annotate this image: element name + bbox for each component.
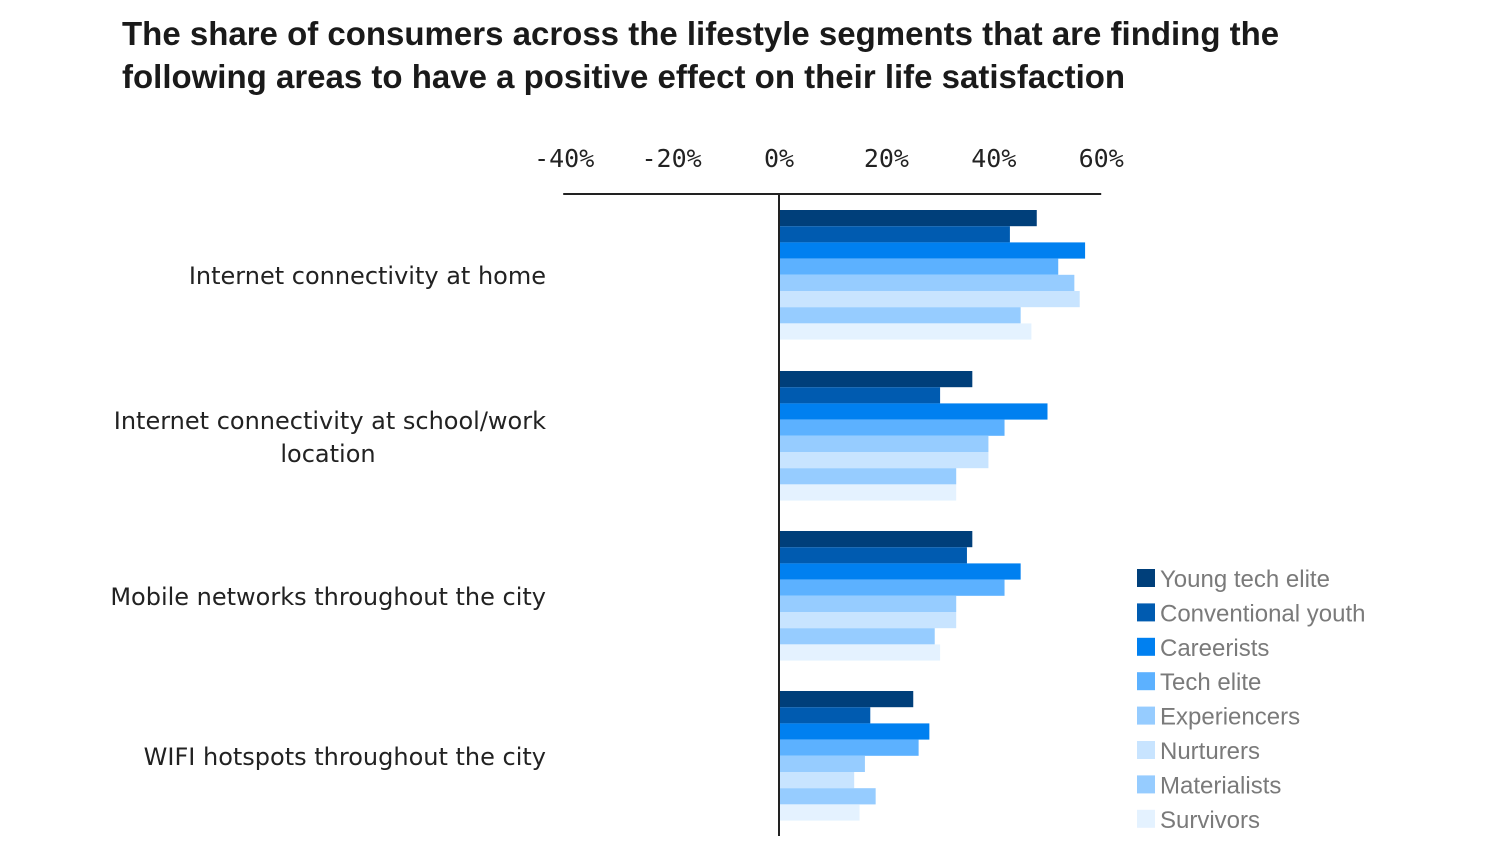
legend-swatch: [1137, 706, 1155, 725]
bar: [779, 484, 957, 501]
bar: [779, 387, 941, 404]
category-label: Mobile networks throughout the city: [110, 583, 546, 611]
x-tick-label: -20%: [641, 144, 701, 173]
legend-label: Nurturers: [1160, 738, 1260, 765]
legend-swatch: [1137, 603, 1155, 622]
bar: [779, 579, 1005, 596]
legend-swatch: [1137, 775, 1155, 794]
bar: [779, 226, 1010, 243]
bar: [779, 755, 865, 772]
x-tick-label: 40%: [971, 144, 1016, 173]
legend-swatch: [1137, 637, 1155, 656]
bar: [779, 595, 957, 612]
legend-label: Experiencers: [1160, 704, 1300, 731]
bar: [779, 644, 941, 661]
bar: [779, 547, 967, 564]
category-label: location: [280, 440, 375, 468]
legend-label: Young tech elite: [1160, 566, 1330, 593]
category-label: Internet connectivity at school/work: [114, 407, 546, 435]
bar: [779, 707, 871, 724]
legend-label: Survivors: [1160, 807, 1260, 834]
bar: [779, 612, 957, 629]
bar: [779, 307, 1021, 324]
bar: [779, 788, 876, 805]
bar: [779, 452, 989, 469]
bar: [779, 468, 957, 485]
bar: [779, 804, 860, 821]
bar: [779, 563, 1021, 580]
x-tick-label: 0%: [764, 144, 794, 173]
bar: [779, 371, 973, 388]
legend-swatch: [1137, 741, 1155, 759]
category-label: WIFI hotspots throughout the city: [144, 743, 546, 771]
bar: [779, 291, 1080, 308]
bar: [779, 691, 914, 708]
legend-label: Tech elite: [1160, 669, 1261, 696]
legend-swatch: [1137, 672, 1155, 691]
x-tick-label: 20%: [864, 144, 909, 173]
legend-label: Careerists: [1160, 635, 1269, 662]
legend-label: Conventional youth: [1160, 600, 1365, 627]
x-tick-label: -40%: [534, 144, 594, 173]
bar: [779, 258, 1059, 275]
category-label: Internet connectivity at home: [189, 262, 546, 290]
bar: [779, 723, 930, 740]
bar: [779, 274, 1075, 291]
bar: [779, 210, 1037, 227]
bar: [779, 403, 1048, 420]
bar: [779, 242, 1086, 259]
bar: [779, 435, 989, 452]
bar: [779, 628, 935, 645]
bar: [779, 323, 1032, 340]
bar: [779, 772, 855, 789]
chart-title: The share of consumers across the lifest…: [122, 15, 1280, 95]
bar: [779, 419, 1005, 436]
bar: [779, 531, 973, 548]
x-tick-label: 60%: [1079, 144, 1124, 173]
legend-swatch: [1137, 809, 1155, 828]
legend-label: Materialists: [1160, 772, 1281, 799]
bar: [779, 739, 919, 756]
legend-swatch: [1137, 569, 1155, 587]
